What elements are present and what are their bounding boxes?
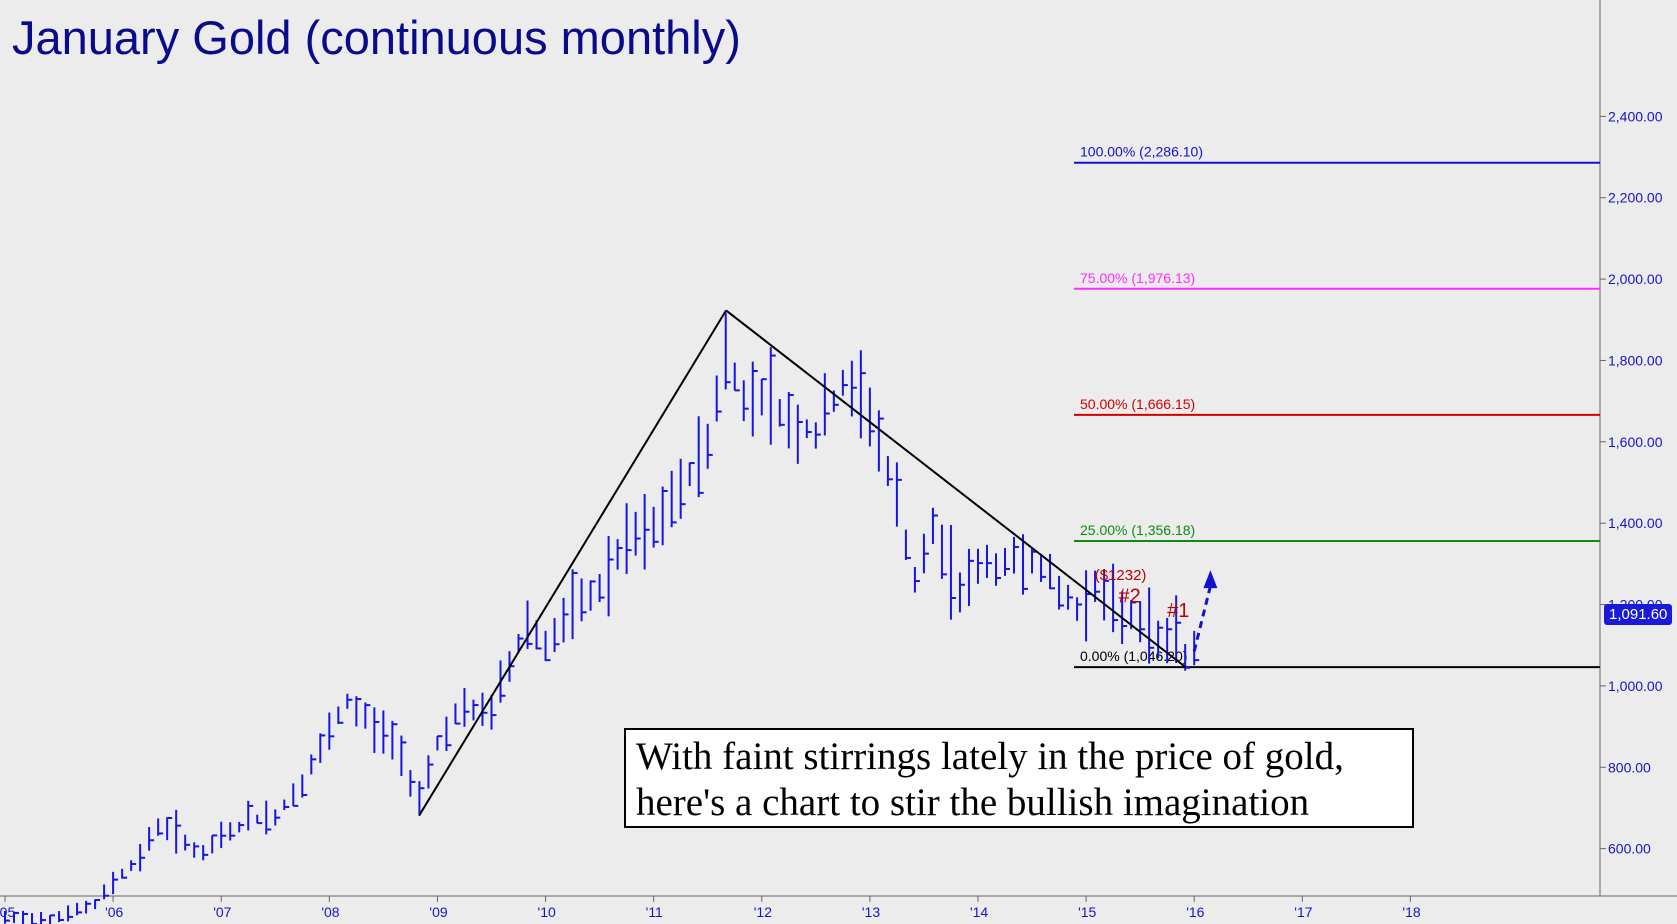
chart-caption: With faint stirrings lately in the price… [624, 728, 1414, 828]
x-tick-label: '08 [321, 904, 339, 920]
x-tick-label: '17 [1294, 904, 1312, 920]
caption-line-2: here's a chart to stir the bullish imagi… [636, 781, 1310, 824]
projection-arrow-shaft [1192, 585, 1212, 652]
current-price-tag: 1,091.60 [1604, 604, 1673, 625]
trend-line [418, 309, 727, 817]
x-tick-label: '18 [1402, 904, 1420, 920]
fib-level-label: 100.00% (2,286.10) [1080, 144, 1203, 160]
fib-level-label: 50.00% (1,666.15) [1080, 396, 1195, 412]
x-axis: '05 '06 '07 '08 '09 '10 '11 '12 '13 '14 '15 '16 '17 '… [0, 895, 1677, 920]
trend-lines [418, 309, 1218, 817]
y-tick-label: 600.00 [1608, 841, 1651, 857]
annotation-label: #1 [1167, 600, 1189, 622]
x-tick-label: '15 [1078, 904, 1096, 920]
price-bars [4, 312, 1200, 924]
y-tick-label: 2,000.00 [1608, 271, 1663, 287]
x-tick-label: '07 [213, 904, 231, 920]
trend-line [725, 309, 1187, 668]
annotations: ($1232) #2 #1 [1095, 567, 1190, 622]
x-tick-label: '05 [0, 904, 15, 920]
caption-line-1: With faint stirrings lately in the price… [636, 735, 1344, 778]
chart-title: January Gold (continuous monthly) [12, 11, 741, 64]
projection-arrow-head [1203, 570, 1218, 589]
y-tick-label: 1,600.00 [1608, 434, 1663, 450]
annotation-label: ($1232) [1095, 567, 1147, 584]
x-tick-label: '06 [105, 904, 123, 920]
fib-level-label: 25.00% (1,356.18) [1080, 522, 1195, 538]
fib-level-label: 0.00% (1,046.20) [1080, 648, 1187, 664]
y-tick-label: 1,400.00 [1608, 515, 1663, 531]
x-tick-label: '16 [1186, 904, 1204, 920]
annotation-label: #2 [1119, 586, 1141, 608]
y-tick-label: 2,400.00 [1608, 108, 1663, 124]
y-tick-label: 1,800.00 [1608, 352, 1663, 368]
fib-level-label: 75.00% (1,976.13) [1080, 270, 1195, 286]
y-tick-label: 1,000.00 [1608, 678, 1663, 694]
y-tick-label: 800.00 [1608, 759, 1651, 775]
x-tick-label: '13 [862, 904, 880, 920]
x-tick-label: '09 [429, 904, 447, 920]
y-axis: 600.00800.001,000.001,200.001,400.001,60… [1599, 0, 1663, 896]
y-tick-label: 2,200.00 [1608, 190, 1663, 206]
x-tick-label: '12 [754, 904, 772, 920]
fibonacci-levels: 100.00% (2,286.10) 75.00% (1,976.13) 50.00… [1074, 144, 1600, 669]
x-tick-label: '14 [970, 904, 988, 920]
x-tick-label: '10 [538, 904, 556, 920]
x-tick-label: '11 [646, 904, 663, 920]
